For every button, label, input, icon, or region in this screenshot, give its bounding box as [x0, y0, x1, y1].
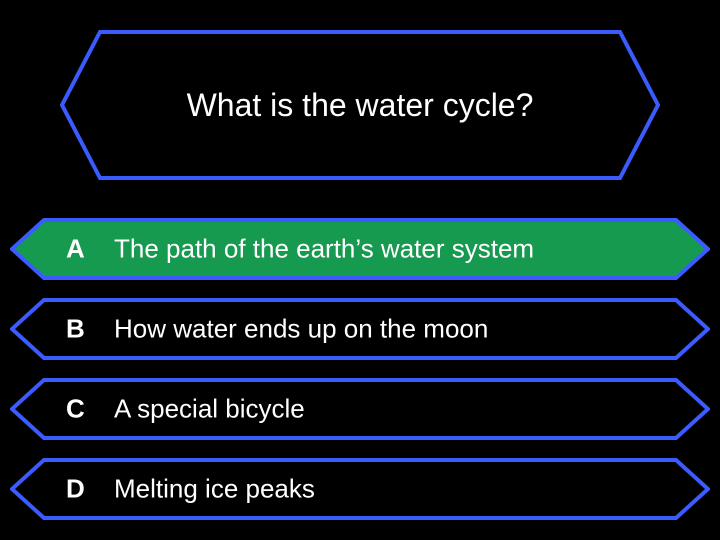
answer-option-b[interactable]: B How water ends up on the moon — [10, 298, 710, 360]
answer-text: Melting ice peaks — [114, 474, 315, 505]
question-box: What is the water cycle? — [60, 30, 660, 180]
answer-letter: D — [66, 474, 85, 505]
answer-letter: B — [66, 314, 85, 345]
answer-letter: C — [66, 394, 85, 425]
answer-text: How water ends up on the moon — [114, 314, 488, 345]
answer-letter: A — [66, 234, 85, 265]
answer-option-d[interactable]: D Melting ice peaks — [10, 458, 710, 520]
answer-option-c[interactable]: C A special bicycle — [10, 378, 710, 440]
question-text: What is the water cycle? — [60, 30, 660, 180]
answer-text: A special bicycle — [114, 394, 305, 425]
answer-text: The path of the earth’s water system — [114, 234, 534, 265]
quiz-stage: What is the water cycle? A The path of t… — [0, 0, 720, 540]
answer-option-a[interactable]: A The path of the earth’s water system — [10, 218, 710, 280]
